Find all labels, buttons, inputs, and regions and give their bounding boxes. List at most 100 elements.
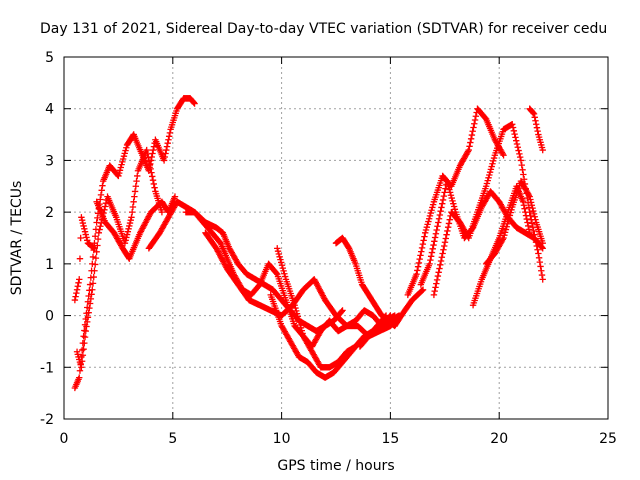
data-point xyxy=(81,333,89,341)
data-point xyxy=(131,193,138,200)
data-point xyxy=(534,246,541,253)
data-point xyxy=(539,239,546,247)
data-point xyxy=(427,256,434,264)
data-point xyxy=(88,291,95,298)
data-point xyxy=(530,210,538,218)
data-point xyxy=(434,223,441,230)
data-point xyxy=(508,206,515,213)
chart-title: Day 131 of 2021, Sidereal Day-to-day VTE… xyxy=(40,21,607,37)
data-point xyxy=(81,225,88,233)
y-tick-label: 5 xyxy=(45,50,54,66)
data-point xyxy=(483,180,491,187)
data-point xyxy=(444,227,451,235)
data-point xyxy=(133,177,140,185)
data-point xyxy=(417,252,424,259)
data-point xyxy=(280,267,287,275)
data-point xyxy=(91,233,99,240)
data-point xyxy=(432,284,439,291)
data-point xyxy=(427,209,434,217)
data-point xyxy=(532,239,540,246)
data-point xyxy=(531,231,538,238)
data-point xyxy=(520,171,527,178)
data-point xyxy=(431,234,439,241)
data-point xyxy=(500,234,507,242)
data-point xyxy=(94,235,102,243)
y-tick-label: 3 xyxy=(45,153,54,169)
data-point xyxy=(440,246,447,253)
data-point xyxy=(501,231,508,239)
data-point xyxy=(120,152,128,160)
data-point xyxy=(160,157,168,164)
series-track-16 xyxy=(482,177,546,268)
data-point xyxy=(79,219,87,227)
data-point xyxy=(296,321,304,329)
data-point xyxy=(78,364,85,371)
data-point xyxy=(99,182,106,189)
data-points xyxy=(71,95,546,392)
data-point xyxy=(150,146,157,154)
data-point xyxy=(533,124,541,131)
data-point xyxy=(291,302,298,309)
data-point xyxy=(486,168,494,176)
series-track-17 xyxy=(526,105,546,154)
data-point xyxy=(78,216,86,224)
data-point xyxy=(124,228,132,235)
data-point xyxy=(420,237,427,244)
data-point xyxy=(424,221,431,228)
data-point xyxy=(485,174,492,182)
data-point xyxy=(441,242,448,250)
data-point xyxy=(519,166,526,174)
data-point xyxy=(488,163,495,170)
data-point xyxy=(444,223,452,231)
data-point xyxy=(391,312,398,319)
data-point xyxy=(281,270,288,277)
data-point xyxy=(511,130,518,138)
data-point xyxy=(97,223,104,230)
series-track-4 xyxy=(71,214,98,304)
data-point xyxy=(415,259,423,267)
data-point xyxy=(469,128,476,135)
data-point xyxy=(89,286,96,293)
data-point xyxy=(163,146,170,154)
data-point xyxy=(536,258,544,266)
data-point xyxy=(85,309,92,316)
data-point xyxy=(339,307,346,314)
data-point xyxy=(146,161,154,169)
data-point xyxy=(512,134,519,141)
data-point xyxy=(126,219,134,227)
data-point xyxy=(532,235,539,242)
data-point xyxy=(531,114,538,121)
data-point xyxy=(102,200,110,207)
data-point xyxy=(398,312,405,319)
data-point xyxy=(429,201,437,208)
y-tick-label: 0 xyxy=(45,309,54,325)
data-point xyxy=(73,289,80,297)
data-point xyxy=(414,263,422,270)
data-point xyxy=(430,291,438,299)
data-point xyxy=(433,276,441,284)
data-point xyxy=(76,276,83,283)
data-point xyxy=(505,217,512,225)
data-point xyxy=(470,124,477,131)
data-point xyxy=(72,293,79,300)
data-point xyxy=(129,203,137,211)
series-track-11 xyxy=(332,234,405,330)
data-point xyxy=(431,238,438,245)
data-point xyxy=(439,200,446,207)
data-point xyxy=(345,243,352,251)
data-point xyxy=(438,254,446,261)
data-point xyxy=(76,374,83,381)
data-point xyxy=(426,212,434,220)
data-point xyxy=(119,158,126,166)
data-point xyxy=(78,358,86,365)
data-point xyxy=(117,164,124,171)
data-point xyxy=(499,236,506,243)
data-point xyxy=(428,249,436,256)
data-point xyxy=(419,240,427,248)
data-point xyxy=(127,216,134,224)
data-point xyxy=(164,139,171,147)
data-point xyxy=(89,280,97,287)
data-point xyxy=(505,215,513,222)
data-point xyxy=(83,323,90,330)
